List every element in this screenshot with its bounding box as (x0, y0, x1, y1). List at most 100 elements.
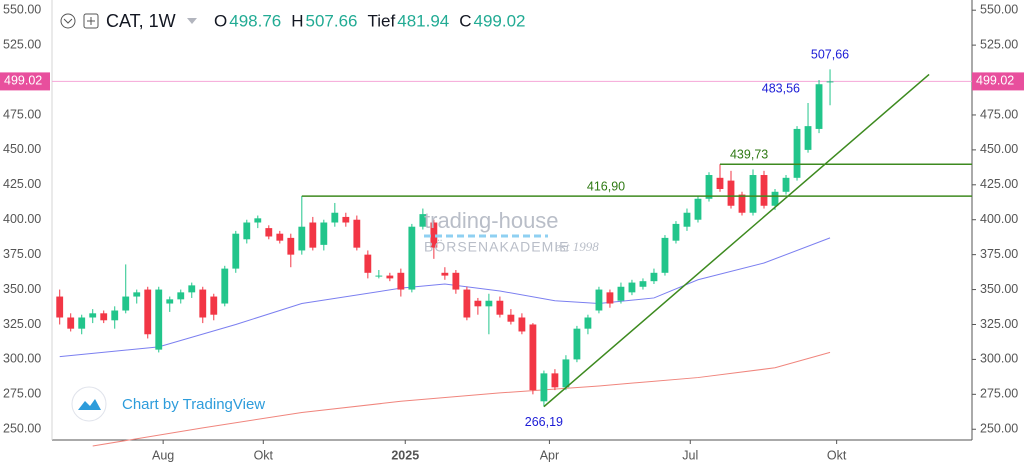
ohlc-field: H (291, 11, 303, 30)
candle-body (441, 272, 449, 276)
y-tick-label: 450.00 (980, 142, 1018, 156)
x-tick-label: Jul (682, 448, 698, 462)
tv-logo (78, 399, 101, 410)
symbol: CAT, 1W (106, 11, 176, 31)
candle-body (331, 212, 339, 223)
price-annotation: 483,56 (762, 81, 800, 95)
tv-credit[interactable]: Chart by TradingView (71, 386, 265, 422)
candle-body (771, 191, 779, 206)
y-tick-label-left: 425.00 (3, 177, 41, 191)
ohlc-value: 498.76 (229, 11, 281, 30)
ohlc-value: 499.02 (474, 11, 526, 30)
y-tick-label: 425.00 (980, 177, 1018, 191)
y-tick-label: 300.00 (980, 352, 1018, 366)
candle-body (672, 223, 680, 241)
candle-body (573, 328, 581, 360)
candle-body (617, 286, 625, 301)
trendline (543, 73, 930, 408)
ohlc-field: Tief (368, 11, 396, 30)
candle-body (419, 214, 427, 227)
candle-body (815, 84, 823, 129)
candle-body (485, 300, 493, 307)
y-tick-label: 325.00 (980, 317, 1018, 331)
interval-dropdown[interactable] (187, 18, 197, 24)
y-tick-label: 400.00 (980, 212, 1018, 226)
last-price-badge (0, 72, 50, 91)
compare-plus (87, 17, 95, 25)
candle-body (628, 282, 636, 293)
candle-body (309, 222, 317, 248)
last-price-label: 499.02 (976, 74, 1014, 88)
watermark-brand: trading-house (424, 208, 559, 233)
y-tick-label: 525.00 (980, 37, 1018, 51)
level-label: 439,73 (730, 148, 768, 162)
candle-body (408, 226, 416, 290)
x-tick-label: Apr (540, 448, 559, 462)
candle-body (705, 175, 713, 199)
ohlc-field: O (214, 11, 227, 30)
y-tick-label-left: 525.00 (3, 37, 41, 51)
candle-body (342, 216, 350, 223)
ohlc-value: 507.66 (306, 11, 358, 30)
y-tick-label-left: 325.00 (3, 317, 41, 331)
price-annotation: 507,66 (811, 48, 849, 62)
moving-average (59, 237, 831, 358)
candle-body (265, 228, 273, 237)
candle-body (518, 317, 526, 332)
candle-body (716, 177, 724, 189)
candle-body (804, 126, 812, 150)
y-tick-label-left: 250.00 (3, 422, 41, 436)
y-tick-label-left: 300.00 (3, 352, 41, 366)
candle-body (298, 226, 306, 251)
candle-body (540, 373, 548, 402)
candle-body (584, 317, 592, 329)
collapse-icon[interactable] (60, 13, 76, 29)
candle-body (144, 289, 152, 335)
candle-body (133, 292, 141, 297)
candle-body (661, 237, 669, 273)
collapse-chevron (63, 18, 73, 24)
candle-body (826, 81, 834, 83)
candle-body (199, 289, 207, 318)
candle-body (364, 254, 372, 273)
candle-body (496, 300, 504, 315)
candle-body (221, 268, 229, 304)
candle-body (375, 275, 383, 277)
y-tick-label: 350.00 (980, 282, 1018, 296)
candle-body (551, 373, 559, 388)
y-tick-label-left: 400.00 (3, 212, 41, 226)
candle-body (694, 198, 702, 220)
last-price-badge (972, 72, 1024, 91)
ohlc-value: 481.94 (397, 11, 449, 30)
compare-icon[interactable] (83, 13, 99, 29)
y-tick-label: 250.00 (980, 422, 1018, 436)
candle-body (595, 289, 603, 311)
candle-body (386, 275, 394, 279)
legend-header: CAT, 1W O 498.76 H 507.66 Tief 481.94 C 499.02 (60, 11, 526, 31)
candle-body (89, 313, 97, 318)
price-annotation: 266,19 (525, 415, 563, 429)
x-tick-label: 2025 (391, 448, 419, 462)
candle-body (452, 272, 460, 290)
candle-body (463, 289, 471, 318)
candle-body (782, 177, 790, 192)
candle-body (639, 281, 647, 287)
candle-body (727, 180, 735, 206)
candle-body (56, 296, 64, 318)
candle-body (353, 219, 361, 248)
candle-body (738, 194, 746, 213)
tv-logo-bg (71, 386, 107, 422)
y-tick-label: 375.00 (980, 247, 1018, 261)
moving-average (92, 351, 831, 447)
candle-body (166, 299, 174, 304)
y-tick-label-left: 450.00 (3, 142, 41, 156)
candle-body (749, 175, 757, 213)
candle-body (507, 314, 515, 322)
candle-body (287, 237, 295, 255)
candle-body (793, 128, 801, 178)
candle-body (474, 300, 482, 307)
x-tick-label: Okt (827, 448, 847, 462)
y-tick-label: 550.00 (980, 2, 1018, 16)
